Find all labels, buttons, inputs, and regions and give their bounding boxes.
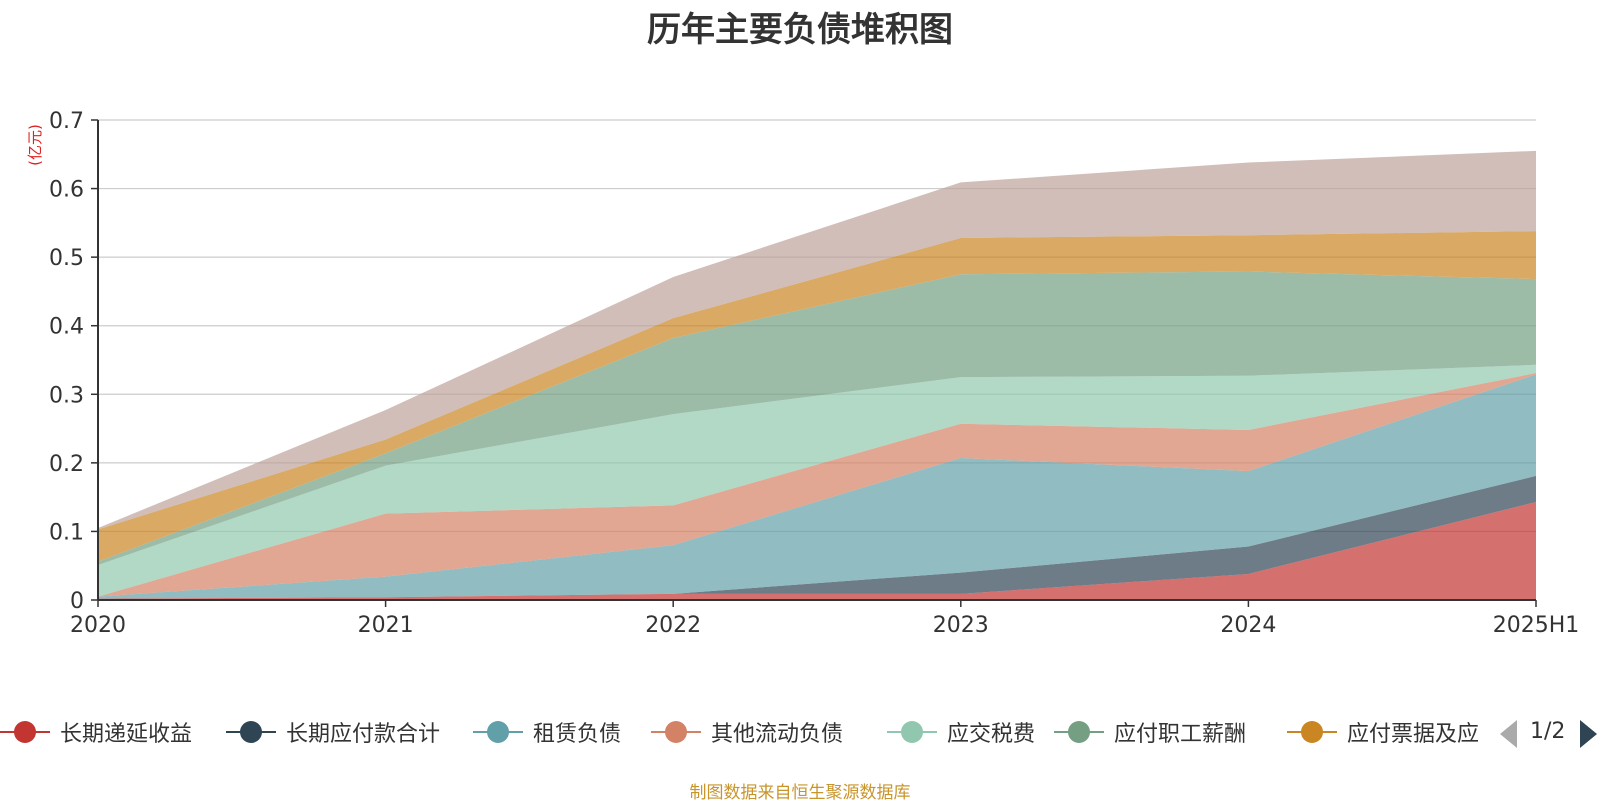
area-series-3 [98, 373, 1536, 597]
y-tick-label: 0.7 [49, 109, 84, 134]
area-series-1 [98, 475, 1536, 599]
legend-marker-icon [1054, 720, 1104, 744]
y-tick-label: 0.1 [49, 520, 84, 545]
y-axis-unit-label: (亿元) [26, 124, 44, 166]
legend-label: 长期递延收益 [60, 722, 193, 747]
chart-title: 历年主要负债堆积图 [647, 10, 953, 50]
legend-page-indicator: 1/2 [1530, 719, 1566, 744]
legend-marker-icon [226, 720, 276, 744]
area-series [98, 150, 1536, 600]
legend-pager: 1/2 [1500, 715, 1600, 751]
area-series-4 [98, 364, 1536, 597]
area-series-0 [98, 501, 1536, 600]
area-series-7 [98, 150, 1536, 530]
legend-marker-icon [0, 720, 50, 744]
x-tick-label: 2022 [645, 613, 701, 638]
legend-prev-page-button[interactable] [1500, 720, 1517, 748]
legend-label: 应付票据及应 [1347, 722, 1480, 747]
y-tick-label: 0.4 [49, 315, 84, 340]
legend-label: 应付职工薪酬 [1114, 722, 1247, 747]
y-tick-label: 0 [70, 589, 84, 614]
legend-item[interactable]: 应交税费 [887, 712, 1035, 752]
legend-marker-icon [651, 720, 701, 744]
area-series-5 [98, 271, 1536, 566]
legend-marker-icon [887, 720, 937, 744]
legend-item[interactable]: 长期递延收益 [0, 712, 192, 752]
x-tick-label: 2021 [358, 613, 414, 638]
x-tick-label: 2025H1 [1493, 613, 1580, 638]
legend-marker-icon [1287, 720, 1337, 744]
legend-label: 长期应付款合计 [286, 722, 441, 747]
legend-label: 租赁负债 [533, 722, 622, 747]
legend-item[interactable]: 其他流动负债 [651, 712, 843, 752]
area-series-6 [98, 231, 1536, 562]
legend-label: 其他流动负债 [711, 722, 844, 747]
y-tick-label: 0.3 [49, 383, 84, 408]
legend-item[interactable]: 应付职工薪酬 [1054, 712, 1246, 752]
x-tick-label: 2020 [70, 613, 126, 638]
area-series-2 [98, 374, 1536, 599]
axes: 0 0.1 0.2 0.3 0.4 0.5 0.6 0.7 2020 2021 2022 2023 20… [49, 109, 1579, 638]
legend-label: 应交税费 [947, 722, 1036, 747]
legend: 长期递延收益 长期应付款合计 租赁负债 其他流动负债 应交税费 应付职工薪酬 应付票据及应 [0, 712, 1600, 752]
legend-item[interactable]: 应付票据及应 [1287, 712, 1479, 752]
y-tick-label: 0.2 [49, 452, 84, 477]
legend-item[interactable]: 长期应付款合计 [226, 712, 440, 752]
x-tick-label: 2023 [933, 613, 989, 638]
y-tick-label: 0.5 [49, 246, 84, 271]
legend-marker-icon [473, 720, 523, 744]
data-source-note: 制图数据来自恒生聚源数据库 [689, 783, 911, 803]
legend-item[interactable]: 租赁负债 [473, 712, 621, 752]
x-tick-label: 2024 [1220, 613, 1276, 638]
y-tick-label: 0.6 [49, 178, 84, 203]
legend-next-page-button[interactable] [1580, 720, 1597, 748]
